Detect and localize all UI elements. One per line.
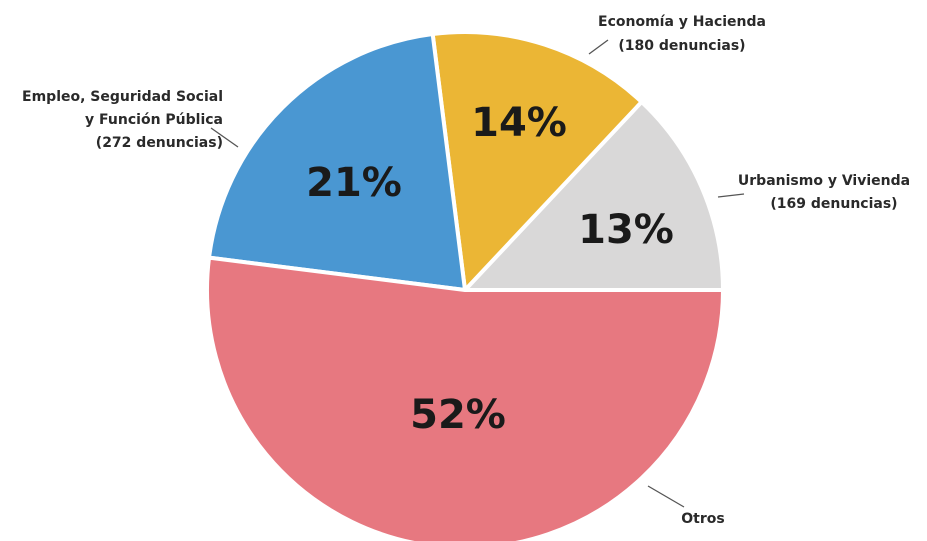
label-empleo-name-line2: y Función Pública [85,112,223,128]
pct-label-otros: 52% [410,392,506,438]
pie-slice-economia [430,30,644,292]
label-otros-name: Otros [681,511,724,527]
label-urbanismo-name: Urbanismo y Vivienda [738,173,910,189]
label-empleo-count: (272 denuncias) [96,135,223,151]
label-economia-count: (180 denuncias) [618,38,745,54]
leader-line-urbanismo [717,193,745,198]
leader-line-otros [647,485,685,508]
label-empleo-name-line1: Empleo, Seguridad Social [22,89,223,105]
pie-slice-urbanismo [463,99,725,292]
leader-line-empleo [210,127,239,148]
label-urbanismo-count: (169 denuncias) [770,196,897,212]
pie-slices [205,30,725,541]
label-economia-name: Economía y Hacienda [598,14,766,30]
pie-slice-empleo [207,32,467,292]
pct-label-economia: 14% [471,100,567,146]
pct-label-urbanismo: 13% [578,207,674,253]
pct-label-empleo: 21% [306,160,402,206]
leader-line-economia [588,39,609,55]
pie-slice-otros [205,255,725,541]
